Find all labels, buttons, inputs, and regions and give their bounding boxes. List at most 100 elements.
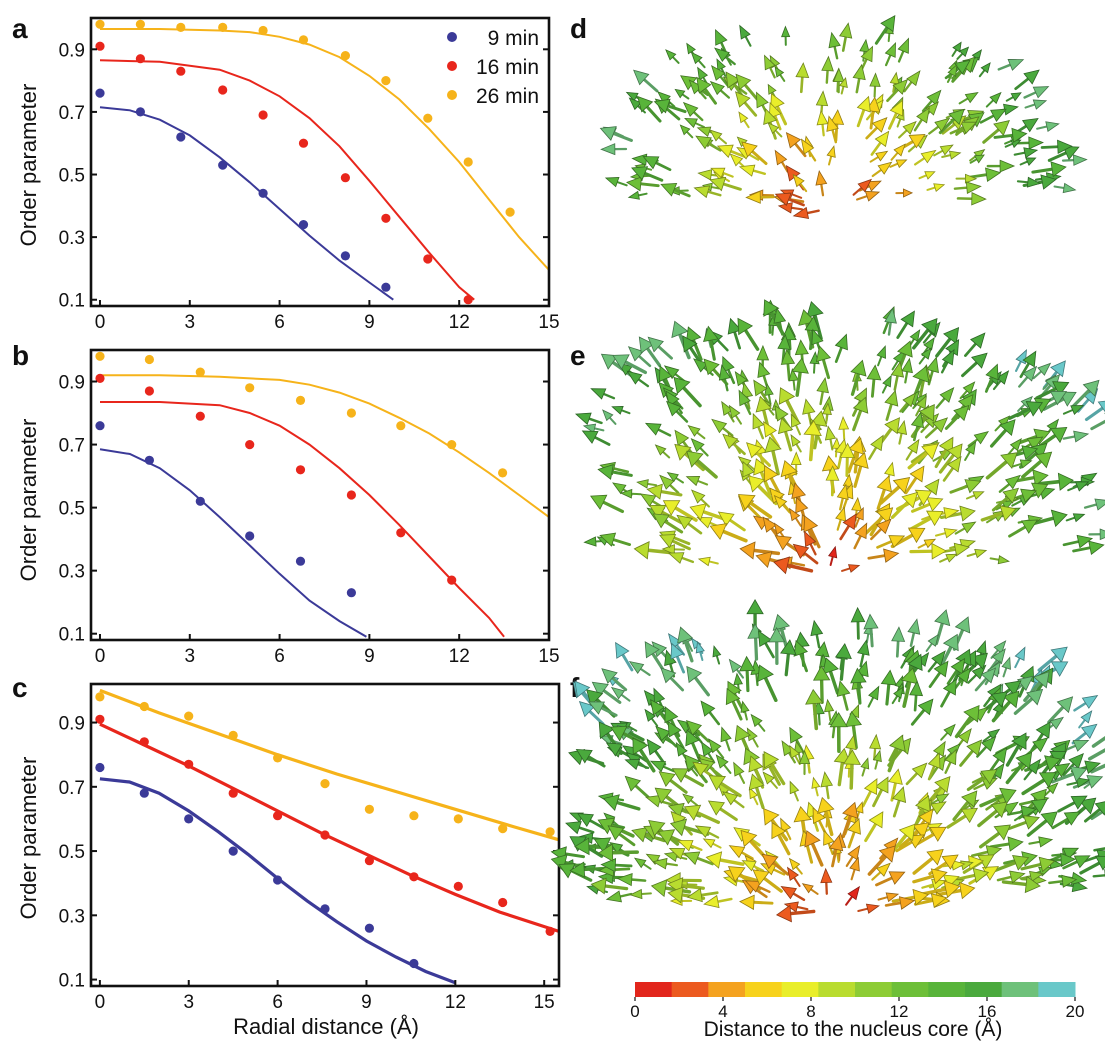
vector-arrow — [753, 458, 772, 496]
vector-arrow — [899, 392, 917, 413]
vector-arrow — [626, 370, 650, 388]
vector-arrow — [907, 618, 921, 647]
y-tick-label: 0.3 — [59, 906, 85, 927]
vector-arrow — [1051, 811, 1081, 830]
vector-arrow — [857, 903, 880, 914]
vector-arrow — [979, 824, 1011, 849]
vector-arrow — [659, 474, 680, 495]
vector-arrow — [913, 893, 948, 909]
colorbar-segment — [928, 982, 966, 997]
vector-arrow — [638, 336, 662, 367]
vector-arrow — [901, 357, 913, 384]
legend: 9 min 16 min 26 min — [447, 27, 539, 108]
data-point — [505, 207, 515, 217]
vector-arrow — [773, 494, 791, 514]
colorbar-tick-label: 0 — [630, 1002, 639, 1021]
vector-arrow — [1062, 405, 1085, 415]
vector-arrow — [1090, 412, 1105, 431]
x-tick-label: 6 — [274, 312, 285, 333]
vector-arrow — [935, 326, 960, 358]
vector-arrow — [891, 686, 904, 705]
vector-arrow — [955, 173, 978, 184]
y-tick-label: 0.3 — [59, 228, 85, 249]
vector-arrow — [850, 359, 867, 396]
vector-arrow — [976, 735, 997, 758]
vector-arrow — [738, 111, 750, 129]
vector-arrow — [712, 645, 722, 665]
data-point — [184, 814, 194, 824]
data-point — [295, 465, 306, 475]
vector-arrow — [880, 669, 897, 706]
vector-arrow — [695, 135, 722, 152]
colorbar-segment — [708, 982, 746, 997]
vector-arrow — [694, 825, 720, 839]
vector-arrow — [728, 404, 742, 425]
vector-arrow — [909, 680, 924, 712]
data-point — [381, 213, 391, 223]
y-tick-label: 0.7 — [59, 436, 85, 457]
colorbar-tick-label: 16 — [978, 1002, 997, 1021]
vector-arrow — [868, 434, 884, 461]
vector-arrow — [632, 737, 656, 773]
vector-arrow — [824, 425, 837, 451]
vector-arrow — [720, 726, 732, 752]
vector-arrow — [685, 719, 710, 743]
vector-arrow — [978, 62, 991, 78]
vector-arrow — [867, 548, 900, 563]
x-tick-label: 12 — [449, 646, 470, 667]
vector-arrow — [1026, 811, 1058, 837]
vector-arrow — [816, 376, 829, 406]
vector-arrow — [588, 701, 618, 717]
panel-letter-e: e — [570, 340, 586, 371]
vector-arrow — [857, 639, 870, 668]
vector-arrow — [631, 827, 666, 843]
colorbar-tick-label: 12 — [890, 1002, 909, 1021]
vector-arrow — [642, 156, 672, 172]
vector-arrow — [985, 91, 1002, 108]
data-point — [195, 496, 205, 506]
y-tick-label: 0.5 — [59, 499, 85, 520]
vector-arrow — [859, 45, 874, 72]
vector-arrow — [637, 95, 662, 123]
vector-arrow — [801, 883, 819, 895]
vector-arrow — [1008, 401, 1044, 420]
vector-arrow — [1079, 855, 1105, 875]
y-tick-label: 0.1 — [59, 291, 85, 312]
colorbar-segment — [1001, 982, 1039, 997]
vector-arrow — [690, 437, 709, 457]
vector-arrow — [989, 419, 1016, 448]
x-tick-label: 9 — [361, 992, 372, 1013]
vector-arrow — [649, 504, 683, 525]
vector-arrow — [815, 169, 828, 197]
data-point — [195, 411, 205, 421]
vector-arrow — [921, 89, 942, 113]
vector-arrow — [861, 778, 878, 808]
vector-arrow — [1083, 799, 1105, 823]
fit-line-a-1 — [99, 59, 475, 301]
vector-arrow — [1073, 695, 1099, 712]
vector-arrow — [788, 857, 803, 875]
vector-arrow — [949, 121, 978, 135]
vector-arrow — [790, 413, 802, 436]
vector-arrow — [612, 354, 647, 375]
vector-arrow — [989, 555, 1010, 565]
vector-arrow — [817, 796, 835, 837]
vector-arrow — [777, 417, 794, 452]
vector-arrow — [709, 523, 748, 543]
data-point — [498, 824, 508, 834]
vector-arrow — [829, 711, 848, 753]
x-tick-label: 3 — [184, 312, 195, 333]
y-tick-label: 0.3 — [59, 562, 85, 583]
vector-arrow — [869, 733, 882, 761]
data-point — [346, 490, 356, 500]
vector-arrow — [728, 845, 754, 860]
vector-arrow — [800, 138, 817, 162]
legend-label: 16 min — [476, 56, 539, 79]
vector-arrow — [737, 456, 757, 472]
vector-arrow — [977, 801, 1008, 828]
data-point — [218, 85, 228, 95]
vector-arrow — [954, 704, 980, 739]
vector-arrow — [826, 115, 839, 144]
vector-arrow — [1024, 99, 1048, 110]
vector-arrow — [959, 381, 976, 400]
